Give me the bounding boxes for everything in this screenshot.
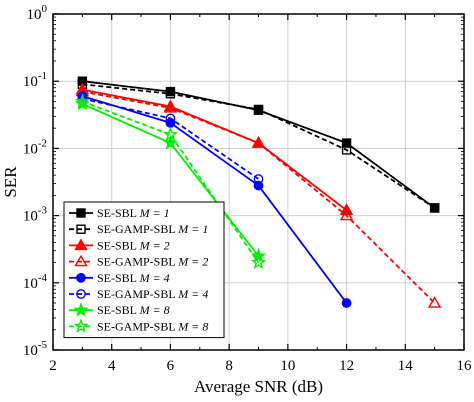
x-axis-title: Average SNR (dB) bbox=[194, 377, 323, 396]
legend-marker bbox=[76, 208, 86, 218]
legend-marker bbox=[74, 238, 88, 251]
data-point bbox=[341, 298, 352, 308]
data-point bbox=[341, 145, 352, 155]
data-point bbox=[253, 174, 264, 184]
series-layer bbox=[74, 76, 442, 308]
series-4 bbox=[75, 84, 442, 308]
series-line bbox=[82, 83, 436, 209]
legend-label: SE-GAMP-SBL M = 4 bbox=[97, 287, 208, 301]
x-tick-label: 2 bbox=[49, 358, 57, 374]
data-point bbox=[429, 203, 440, 213]
y-tick-label: 10-1 bbox=[23, 70, 47, 90]
legend-item: SE-GAMP-SBL M = 2 bbox=[69, 255, 208, 269]
series-2 bbox=[77, 79, 440, 213]
ticks: 2 4 6 8 10 12 14 16 100 10-1 10-2 10-3 10-4 10-5 bbox=[23, 3, 472, 374]
legend-item: SE-SBL M = 1 bbox=[69, 206, 170, 220]
x-tick-label: 14 bbox=[398, 358, 414, 374]
data-point bbox=[250, 254, 267, 270]
data-point bbox=[162, 135, 179, 150]
x-tick-label: 10 bbox=[280, 358, 295, 374]
data-point bbox=[165, 89, 176, 99]
legend: SE-SBL M = 1 SE-GAMP-SBL M = 1 SE-SBL M = … bbox=[63, 201, 225, 339]
legend-marker bbox=[73, 318, 89, 333]
y-tick-label: 100 bbox=[27, 3, 48, 23]
legend-item: SE-SBL M = 2 bbox=[69, 238, 170, 252]
legend-label: SE-GAMP-SBL M = 2 bbox=[97, 255, 208, 269]
legend-label: SE-SBL M = 8 bbox=[97, 303, 170, 317]
data-point bbox=[339, 208, 354, 221]
x-tick-label: 8 bbox=[225, 358, 233, 374]
legend-item: SE-GAMP-SBL M = 1 bbox=[69, 222, 208, 236]
legend-item: SE-SBL M = 4 bbox=[69, 271, 170, 285]
legend-item: SE-SBL M = 8 bbox=[69, 302, 170, 317]
data-point bbox=[341, 138, 352, 148]
x-tick-label: 4 bbox=[108, 358, 116, 374]
legend-label: SE-GAMP-SBL M = 8 bbox=[97, 319, 208, 333]
series-line bbox=[82, 95, 348, 304]
x-tick-label: 16 bbox=[457, 358, 473, 374]
legend-label: SE-SBL M = 2 bbox=[97, 238, 170, 252]
data-point bbox=[165, 113, 176, 124]
legend-item: SE-GAMP-SBL M = 8 bbox=[69, 318, 208, 333]
y-tick-label: 10-2 bbox=[23, 137, 47, 157]
series-8 bbox=[74, 93, 267, 270]
y-tick-label: 10-3 bbox=[23, 205, 48, 225]
y-axis-title: SER bbox=[1, 166, 20, 198]
data-point bbox=[427, 296, 442, 308]
grid bbox=[53, 14, 464, 350]
data-point bbox=[74, 93, 90, 108]
x-tick-label: 12 bbox=[339, 358, 354, 374]
legend-label: SE-GAMP-SBL M = 1 bbox=[97, 222, 208, 236]
data-point bbox=[251, 136, 266, 148]
series-line bbox=[82, 97, 260, 180]
legend-box bbox=[63, 201, 225, 339]
legend-label: SE-SBL M = 4 bbox=[97, 271, 170, 285]
legend-marker bbox=[76, 272, 86, 283]
legend-marker bbox=[73, 302, 89, 317]
legend-marker bbox=[74, 254, 88, 267]
legend-item: SE-GAMP-SBL M = 4 bbox=[69, 287, 208, 301]
y-tick-label: 10-4 bbox=[23, 272, 48, 292]
data-point bbox=[253, 104, 264, 115]
x-tick-label: 6 bbox=[167, 358, 175, 374]
legend-marker bbox=[76, 224, 86, 234]
series-line bbox=[82, 90, 436, 304]
legend-marker bbox=[76, 289, 86, 299]
data-point bbox=[162, 126, 179, 142]
y-tick-label: 10-5 bbox=[23, 339, 48, 359]
legend-label: SE-SBL M = 1 bbox=[97, 206, 170, 220]
data-point bbox=[163, 101, 178, 113]
